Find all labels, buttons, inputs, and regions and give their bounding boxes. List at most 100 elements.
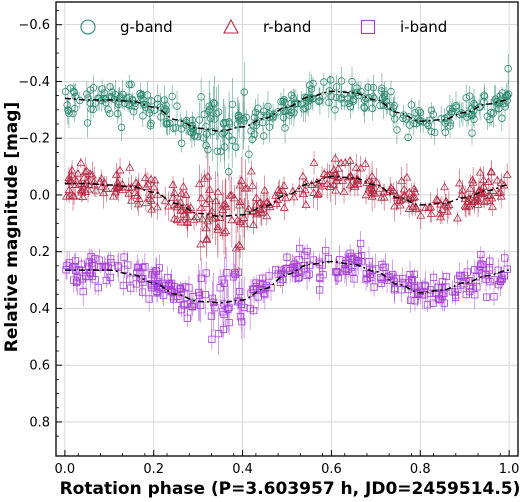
i-band-point — [486, 278, 494, 286]
g-band-point — [364, 83, 372, 91]
i-band-point — [389, 271, 397, 279]
g-band-point — [441, 119, 450, 127]
g-band-point — [98, 85, 106, 93]
g-band-point — [340, 90, 348, 98]
r-band-point — [127, 195, 137, 204]
g-band-point — [304, 102, 312, 110]
i-band-point — [370, 283, 378, 291]
i-band-point — [250, 306, 258, 315]
r-band-point — [143, 179, 153, 188]
i-band-point — [290, 260, 299, 268]
g-band-point — [114, 100, 123, 109]
g-band-point — [415, 107, 423, 115]
g-band-point — [89, 105, 97, 114]
g-band-point — [108, 88, 116, 96]
r-band-point — [248, 207, 258, 215]
g-band-point — [202, 130, 211, 138]
r-band-point — [309, 158, 319, 166]
i-band-point — [347, 254, 356, 262]
i-band-point — [438, 284, 446, 292]
i-band-point — [91, 276, 99, 284]
i-band-point — [481, 271, 490, 279]
g-band-point — [214, 108, 223, 116]
r-band-point — [236, 176, 246, 184]
g-band-point — [131, 102, 139, 111]
g-band-point — [104, 105, 112, 113]
i-band-point — [234, 268, 243, 276]
r-band-point — [227, 190, 237, 199]
g-band-point — [245, 150, 253, 158]
g-band-point — [202, 141, 210, 150]
fit-curves — [64, 90, 510, 304]
g-band-point — [269, 114, 277, 122]
g-band-point — [465, 92, 474, 100]
g-band-point — [125, 93, 133, 102]
data-points — [61, 53, 513, 356]
r-band-point — [322, 179, 332, 187]
g-band-point — [188, 129, 196, 137]
i-band-point — [496, 277, 505, 286]
g-band-point — [157, 113, 165, 121]
g-band-point — [416, 108, 425, 117]
i-band-point — [87, 253, 95, 261]
r-band-point — [397, 176, 407, 185]
y-axis-title: Relative magnitude [mag] — [2, 102, 22, 352]
r-band-point — [338, 176, 348, 184]
r-band-point — [73, 168, 83, 177]
g-band-point — [197, 93, 205, 101]
r-band-point — [273, 195, 283, 203]
r-band-point — [231, 243, 241, 252]
r-band-point — [407, 193, 417, 202]
i-band-point — [260, 289, 268, 297]
i-band-point — [278, 275, 287, 284]
g-band-point — [480, 97, 488, 106]
legend-label: i-band — [400, 18, 447, 36]
i-band-point — [256, 280, 264, 288]
r-band-point — [132, 191, 142, 199]
r-band-point — [502, 170, 512, 178]
g-band-point — [143, 91, 152, 99]
g-band-point — [307, 85, 316, 93]
i-band-point — [133, 263, 141, 271]
i-band-point — [411, 297, 419, 305]
g-band-point — [222, 118, 230, 127]
i-band-point — [294, 268, 302, 277]
r-band-point — [301, 178, 311, 186]
i-band-point — [405, 285, 413, 294]
r-band-point — [436, 212, 446, 221]
g-band-point — [281, 124, 289, 132]
i-band-point — [223, 269, 231, 277]
r-band-point — [333, 163, 343, 172]
r-band-point — [200, 174, 210, 182]
r-band-point — [215, 213, 225, 221]
r-band-point — [484, 177, 494, 185]
r-band-point — [332, 171, 342, 180]
g-band-point — [129, 107, 138, 116]
r-band-point — [235, 217, 245, 226]
i-band-point — [138, 288, 147, 296]
g-band-point — [410, 119, 418, 128]
r-band-point — [454, 178, 464, 187]
r-band-point — [339, 187, 349, 195]
g-band-point — [66, 84, 75, 92]
x-tick-label: 0.6 — [321, 462, 342, 477]
i-band-point — [220, 300, 228, 308]
i-band-point — [354, 253, 363, 261]
i-band-point — [494, 266, 502, 274]
r-band-point — [169, 213, 179, 222]
r-band-point — [353, 176, 363, 185]
r-band-point — [279, 181, 289, 189]
i-band-point — [197, 301, 205, 310]
y-tick-label: 0.0 — [29, 188, 50, 203]
r-band-point — [97, 182, 107, 190]
y-tick-label: −0.2 — [18, 132, 50, 147]
r-band-point — [404, 194, 414, 203]
i-band-points — [62, 231, 511, 356]
r-band-point — [421, 203, 431, 211]
g-band-point — [65, 109, 73, 117]
g-band-point — [162, 118, 171, 126]
r-band-point — [125, 162, 135, 171]
i-band-point — [218, 276, 226, 284]
i-band-point — [466, 287, 474, 296]
i-band-point — [265, 272, 273, 280]
